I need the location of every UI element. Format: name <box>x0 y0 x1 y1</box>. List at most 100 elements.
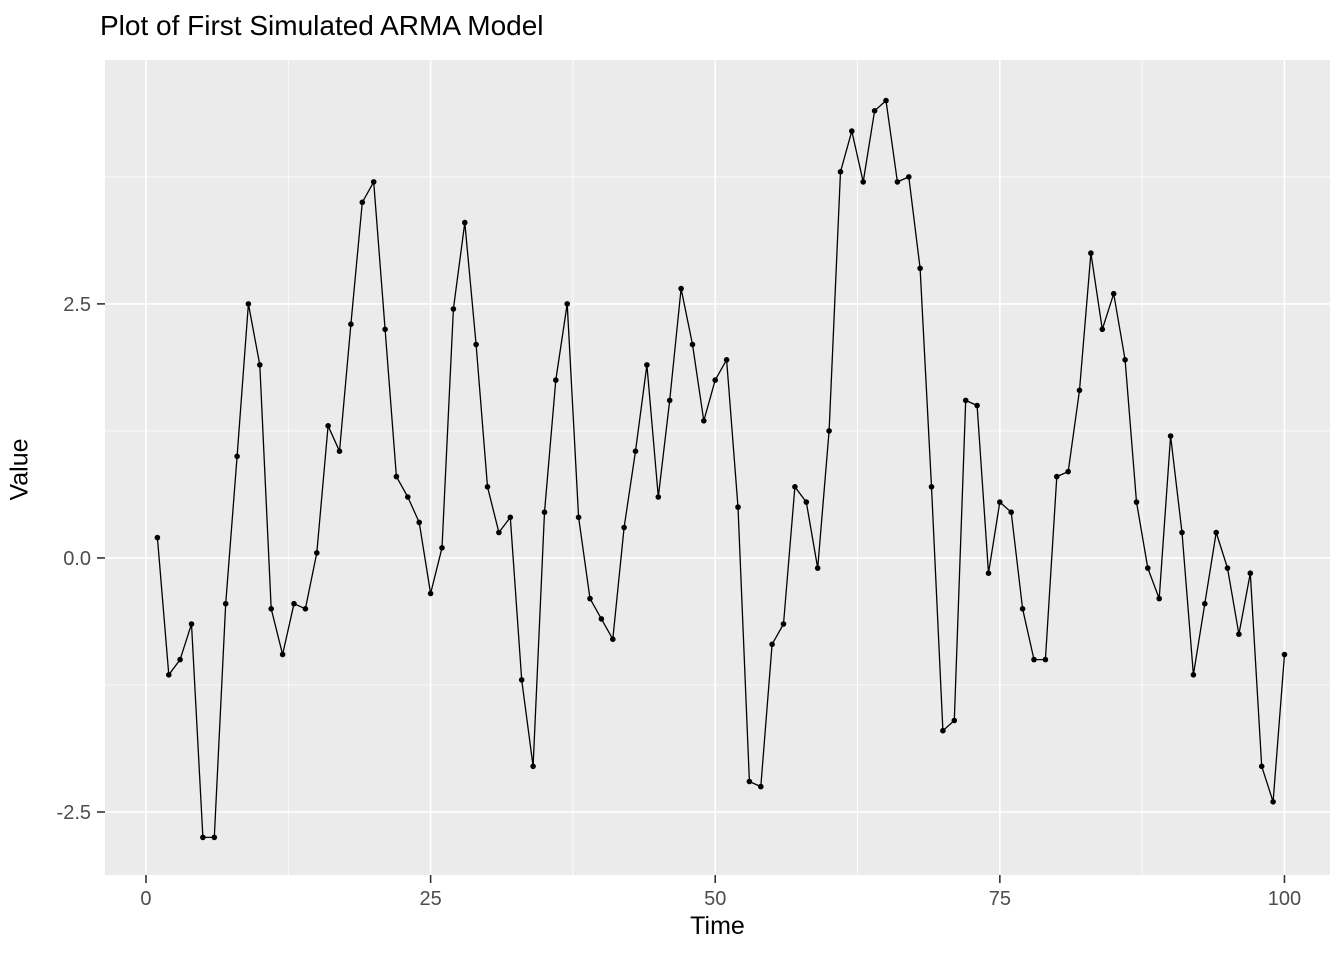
data-point <box>1236 631 1242 637</box>
data-point <box>1122 357 1128 363</box>
data-point <box>518 677 525 683</box>
data-point <box>928 484 935 490</box>
data-point <box>1110 290 1117 297</box>
data-point <box>644 362 650 368</box>
data-point <box>780 621 787 627</box>
data-point <box>1065 468 1071 475</box>
data-point <box>211 834 218 841</box>
data-point <box>974 402 980 409</box>
data-point <box>1133 499 1140 505</box>
data-point <box>940 727 946 734</box>
data-point <box>530 763 536 770</box>
data-point <box>405 494 411 500</box>
x-tick-label: 100 <box>1268 888 1301 910</box>
data-point <box>792 484 798 490</box>
data-point <box>1179 529 1185 536</box>
data-point <box>598 616 605 622</box>
data-point <box>837 169 844 175</box>
data-point <box>610 636 616 642</box>
data-point <box>1224 565 1231 571</box>
data-point <box>906 174 912 180</box>
data-point <box>473 341 479 348</box>
data-point <box>564 301 570 307</box>
data-point <box>860 179 866 185</box>
data-point <box>1008 509 1014 515</box>
data-point <box>666 397 673 404</box>
y-tick-label: 2.5 <box>63 294 91 316</box>
data-point <box>951 717 958 724</box>
data-point <box>587 595 593 602</box>
data-point <box>723 357 730 363</box>
data-point <box>177 656 183 663</box>
data-point <box>393 473 400 480</box>
data-point <box>234 453 240 460</box>
data-point <box>758 783 764 790</box>
chart-title: Plot of First Simulated ARMA Model <box>100 10 544 41</box>
data-point <box>1190 672 1197 678</box>
data-point <box>883 97 889 104</box>
y-tick-label: 0.0 <box>63 548 91 570</box>
data-point <box>1031 656 1037 663</box>
x-tick-label: 50 <box>704 888 726 910</box>
data-point <box>1145 565 1151 571</box>
data-point <box>484 484 491 490</box>
data-point <box>462 219 468 226</box>
data-point <box>769 641 775 648</box>
data-point <box>1213 529 1219 536</box>
data-point <box>1019 606 1026 612</box>
data-point <box>154 534 161 541</box>
x-tick-label: 25 <box>419 888 441 910</box>
data-point <box>370 179 377 185</box>
data-point <box>325 423 331 429</box>
data-point <box>200 834 206 841</box>
data-point <box>1054 473 1060 480</box>
data-point <box>621 524 627 531</box>
data-point <box>450 306 457 312</box>
data-point <box>188 621 195 627</box>
data-point <box>268 606 275 612</box>
data-point <box>279 651 286 658</box>
data-point <box>701 418 707 424</box>
y-tick-label: -2.5 <box>57 802 91 824</box>
data-point <box>541 509 548 515</box>
data-point <box>997 499 1003 505</box>
data-point <box>245 301 252 307</box>
data-point <box>735 504 741 510</box>
data-point <box>1156 595 1162 602</box>
data-point <box>348 321 354 328</box>
data-point <box>1167 433 1174 439</box>
data-point <box>257 362 263 368</box>
data-point <box>1281 651 1288 658</box>
plot-panel-background <box>105 60 1330 875</box>
data-point <box>382 326 388 333</box>
data-point <box>222 600 229 607</box>
data-point <box>746 778 753 785</box>
data-point <box>1258 763 1265 770</box>
data-point <box>575 514 582 521</box>
data-point <box>814 565 821 571</box>
data-point <box>1042 656 1049 663</box>
data-point <box>1099 326 1106 333</box>
data-point <box>359 199 366 206</box>
data-point <box>291 600 297 607</box>
data-point <box>985 570 992 576</box>
data-point <box>1076 387 1083 394</box>
data-point <box>416 519 423 526</box>
data-point <box>1202 600 1208 607</box>
data-point <box>894 179 901 185</box>
data-point <box>712 377 718 383</box>
data-point <box>1247 570 1254 576</box>
data-point <box>689 341 696 348</box>
data-point <box>507 514 514 521</box>
data-point <box>1270 799 1276 805</box>
data-point <box>849 128 855 134</box>
data-point <box>632 448 639 455</box>
y-axis-title: Value <box>5 438 34 501</box>
series-line <box>156 99 1286 839</box>
data-point <box>678 285 684 292</box>
data-point <box>302 606 309 612</box>
data-point <box>826 428 832 434</box>
data-point <box>166 672 172 678</box>
